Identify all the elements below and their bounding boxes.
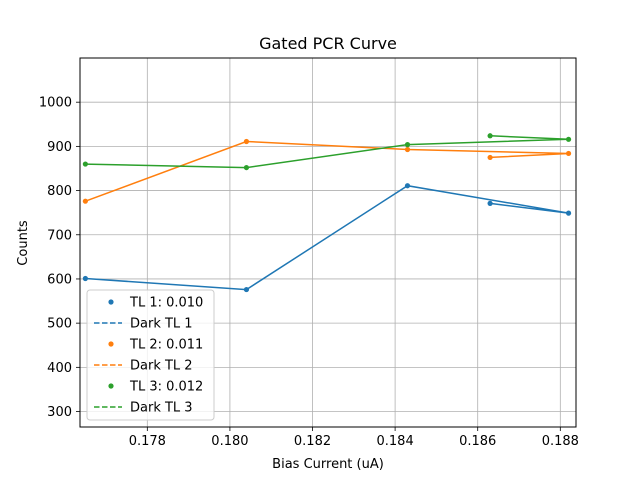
y-tick-label: 500 xyxy=(47,317,72,332)
legend-label: Dark TL 1 xyxy=(130,317,193,332)
y-axis-label: Counts xyxy=(16,220,31,266)
y-tick-label: 600 xyxy=(47,272,72,287)
legend-marker xyxy=(108,341,114,347)
legend: TL 1: 0.010 Dark TL 1 TL 2: 0.011 Dark TL 2… xyxy=(86,289,215,421)
series-3-point xyxy=(487,133,493,139)
y-tick-label: 700 xyxy=(47,228,72,243)
x-axis: 0.178 0.180 0.182 0.184 0.186 0.188 xyxy=(129,427,579,449)
series-2-point xyxy=(82,198,88,204)
series-1-point xyxy=(243,286,250,293)
legend-marker xyxy=(108,383,114,389)
legend-label: Dark TL 2 xyxy=(130,359,193,374)
series-2-point xyxy=(487,154,493,161)
y-tick-label: 800 xyxy=(47,184,72,199)
series-1-point xyxy=(487,200,493,206)
x-tick-label: 0.186 xyxy=(459,434,496,449)
series-3-point xyxy=(82,161,88,167)
y-axis: 300 400 500 600 700 800 900 1000 xyxy=(39,96,80,420)
series-2-point xyxy=(404,146,411,153)
x-tick-label: 0.180 xyxy=(211,434,248,449)
series-3-point xyxy=(243,164,250,171)
series-1-point xyxy=(82,275,88,282)
y-tick-label: 400 xyxy=(47,361,72,376)
series-2-point xyxy=(243,138,250,145)
x-tick-label: 0.188 xyxy=(542,434,579,449)
chart-title: Gated PCR Curve xyxy=(259,34,397,53)
y-tick-label: 300 xyxy=(47,405,72,420)
legend-marker xyxy=(108,299,114,305)
x-tick-label: 0.178 xyxy=(129,434,166,449)
plot-frame xyxy=(79,57,577,428)
series-2-point xyxy=(565,150,572,157)
legend-label: TL 1: 0.010 xyxy=(129,296,203,311)
series-layer xyxy=(82,133,572,293)
y-tick-label: 1000 xyxy=(39,96,72,111)
series-3-point xyxy=(565,136,572,142)
legend-label: TL 3: 0.012 xyxy=(129,380,203,395)
legend-label: Dark TL 3 xyxy=(130,401,193,416)
x-tick-label: 0.182 xyxy=(294,434,331,449)
legend-label: TL 2: 0.011 xyxy=(129,338,203,353)
x-axis-label: Bias Current (uA) xyxy=(272,457,384,472)
x-tick-label: 0.184 xyxy=(377,434,414,449)
series-1-point xyxy=(404,183,411,189)
series-1-point xyxy=(565,210,572,216)
series-3-point xyxy=(404,142,411,148)
y-tick-label: 900 xyxy=(47,140,72,155)
